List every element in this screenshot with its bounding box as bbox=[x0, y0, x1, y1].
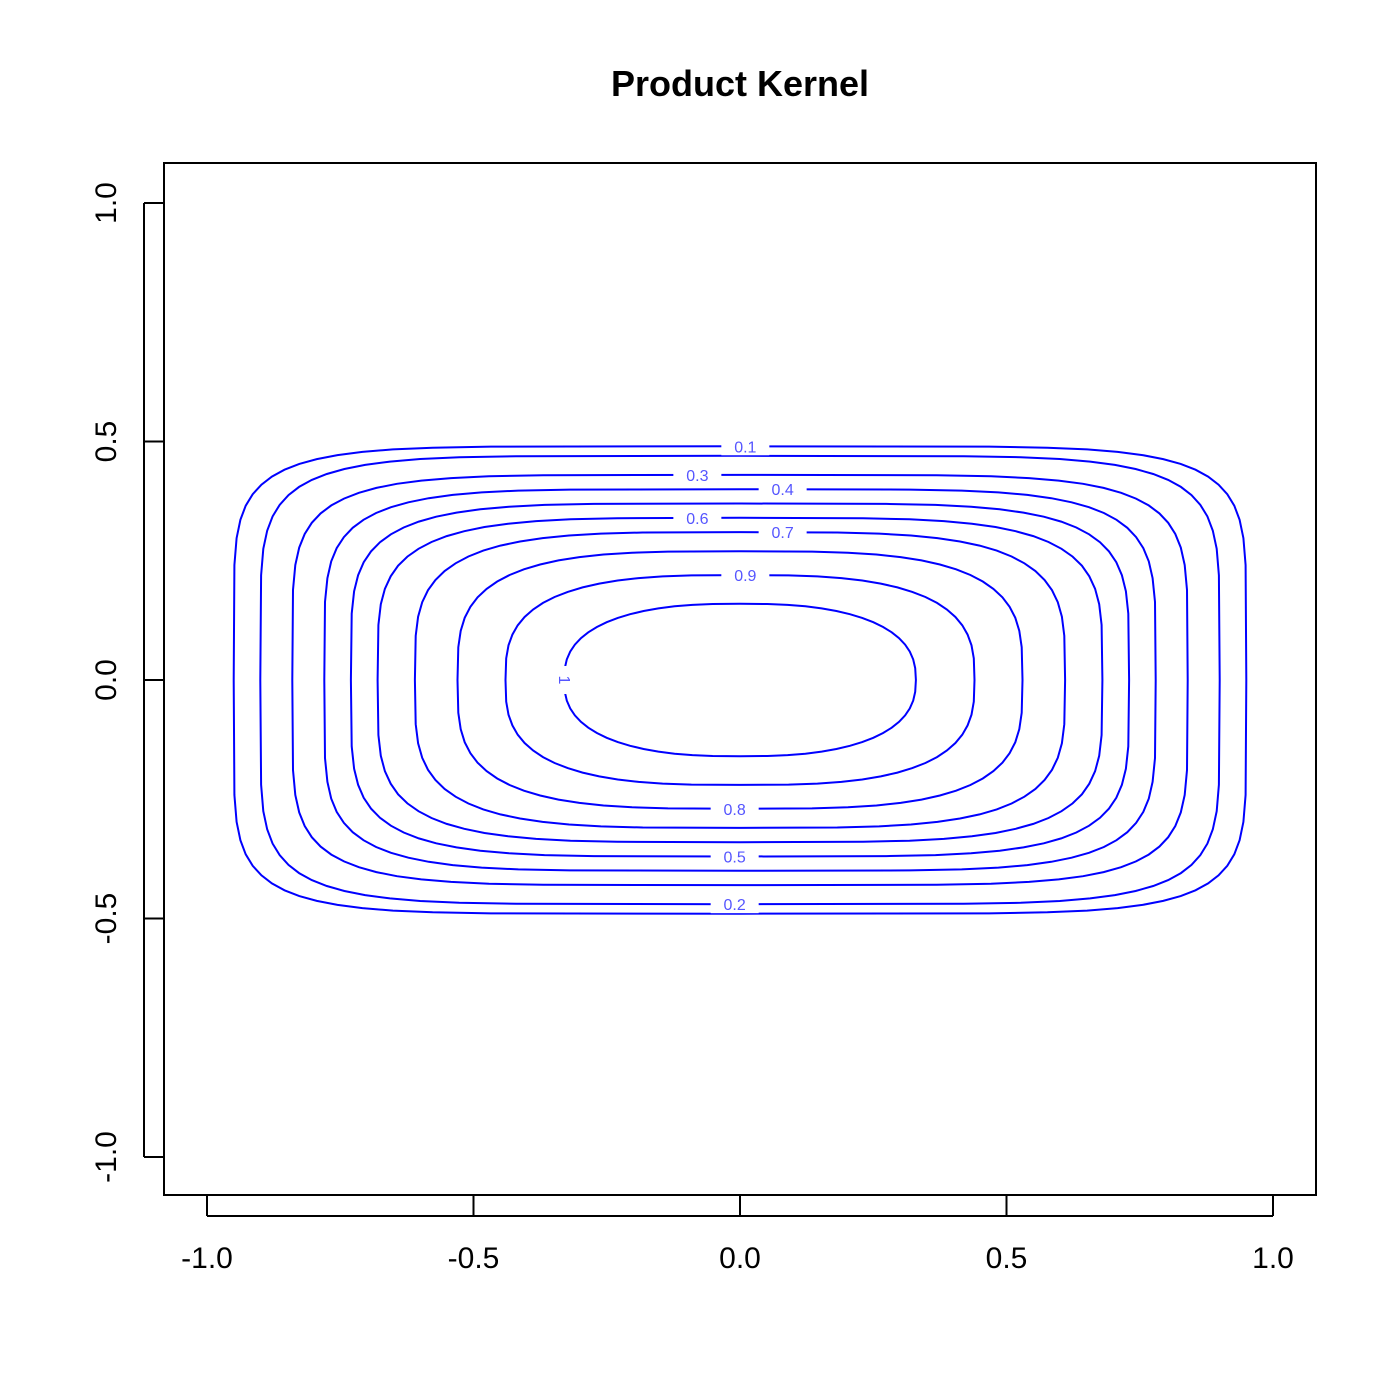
contour-label: 0.2 bbox=[724, 897, 746, 914]
y-tick-label: 0.5 bbox=[90, 421, 123, 463]
contour-label-bg bbox=[556, 666, 573, 694]
contour-label: 0.7 bbox=[772, 525, 794, 542]
x-tick-label: 0.5 bbox=[986, 1242, 1028, 1275]
contour-label-bg bbox=[758, 480, 807, 499]
contour-label-bg bbox=[673, 465, 722, 484]
x-tick-label: -0.5 bbox=[448, 1242, 500, 1275]
y-tick-label: 1.0 bbox=[90, 182, 123, 224]
contour-label: 0.1 bbox=[734, 439, 756, 456]
contour-lines bbox=[232, 445, 1248, 915]
contour-labels: 0.1 0.2 0.3 0.4 0.5 0.6 0.7 0.8 0.9 1 bbox=[555, 437, 807, 914]
contour-label-bg bbox=[673, 508, 722, 527]
contour-label-bg bbox=[710, 847, 759, 866]
x-tick-label: -1.0 bbox=[181, 1242, 233, 1275]
contour-label-bg bbox=[721, 566, 770, 585]
contour-label: 0.3 bbox=[686, 468, 708, 485]
chart-title: Product Kernel bbox=[611, 63, 869, 104]
contour-label: 0.5 bbox=[724, 849, 746, 866]
y-tick-label: -0.5 bbox=[90, 893, 123, 945]
contour-line-0.2 bbox=[259, 454, 1221, 906]
y-tick-label: -1.0 bbox=[90, 1131, 123, 1183]
contour-line-0.7 bbox=[413, 531, 1067, 829]
contour-line-0.4 bbox=[323, 488, 1157, 872]
contour-label: 0.9 bbox=[734, 568, 756, 585]
contour-label: 0.8 bbox=[724, 802, 746, 819]
contour-line-0.5 bbox=[349, 502, 1131, 858]
contour-line-0.1 bbox=[232, 445, 1248, 915]
y-tick-label: 0.0 bbox=[90, 659, 123, 701]
contour-line-0.8 bbox=[456, 550, 1024, 810]
x-tick-label: 1.0 bbox=[1252, 1242, 1294, 1275]
contour-line-0.3 bbox=[291, 473, 1189, 887]
x-axis: -1.0 -0.5 0.0 0.5 1.0 bbox=[181, 1196, 1294, 1275]
contour-label: 0.4 bbox=[772, 482, 794, 499]
contour-line-1 bbox=[563, 602, 917, 758]
x-tick-label: 0.0 bbox=[719, 1242, 761, 1275]
contour-label: 0.6 bbox=[686, 511, 708, 528]
contour-line-0.6 bbox=[376, 516, 1104, 844]
contour-label-bg bbox=[721, 437, 770, 456]
contour-label: 1 bbox=[555, 676, 572, 685]
contour-label-bg bbox=[758, 523, 807, 542]
contour-line-0.9 bbox=[504, 574, 976, 786]
y-axis: -1.0 -0.5 0.0 0.5 1.0 bbox=[90, 182, 164, 1183]
plot-frame bbox=[163, 162, 1317, 1196]
contour-label-bg bbox=[710, 895, 759, 914]
contour-label-bg bbox=[710, 799, 759, 818]
